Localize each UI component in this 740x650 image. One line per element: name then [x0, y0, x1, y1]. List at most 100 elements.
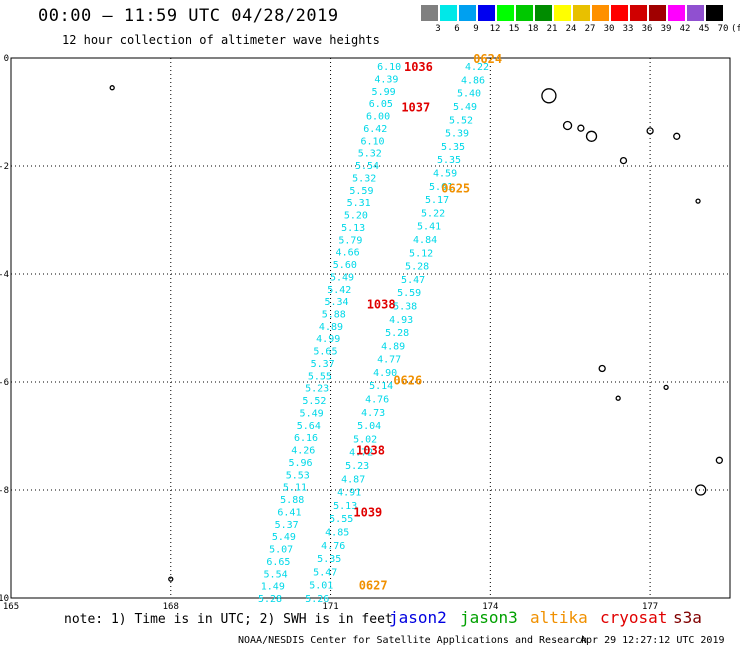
swh-value-track-b: 4.77 [377, 355, 401, 366]
lon-tick-label: 177 [642, 602, 658, 612]
swh-value-track-b: 4.89 [381, 341, 405, 352]
satellite-s3a-label: s3a [673, 608, 702, 627]
legend-swatch [687, 5, 704, 21]
swh-value-track-a: 5.59 [349, 186, 373, 197]
legend-swatch [668, 5, 685, 21]
swh-value-track-a: 6.41 [277, 507, 301, 518]
lon-tick-label: 171 [322, 602, 338, 612]
swh-value-track-b: 5.40 [457, 89, 481, 100]
swh-value-track-a: 4.66 [336, 248, 360, 259]
swh-value-track-a: 5.79 [338, 235, 362, 246]
chart-subtitle: 12 hour collection of altimeter wave hei… [62, 33, 380, 47]
swh-value-track-b: 5.35 [437, 155, 461, 166]
swh-value-track-a: 5.37 [311, 359, 335, 370]
island-outline [619, 156, 628, 165]
swh-value-track-a: 5.23 [305, 384, 329, 395]
swh-value-track-a: 5.88 [280, 495, 304, 506]
map-frame [10, 57, 731, 599]
swh-value-track-b: 4.93 [389, 315, 413, 326]
footer-note: note: 1) Time is in UTC; 2) SWH is in fe… [64, 612, 393, 627]
swh-value-track-a: 5.32 [358, 149, 382, 160]
legend-label: 45 [698, 24, 710, 34]
swh-value-track-a: 6.65 [266, 557, 290, 568]
legend-label: 9 [473, 24, 479, 34]
lon-tick-label: 174 [482, 602, 498, 612]
island-outline [715, 456, 723, 464]
legend-swatch [440, 5, 457, 21]
swh-value-track-a: 5.60 [333, 260, 357, 271]
island-outline [577, 124, 585, 132]
swh-value-track-a: 6.10 [377, 62, 401, 73]
legend-label: 27 [584, 24, 596, 34]
legend-label: 39 [660, 24, 672, 34]
swh-value-track-a: 5.32 [352, 173, 376, 184]
lat-tick-label: -4 [0, 270, 9, 280]
swh-value-track-a: 5.49 [272, 532, 296, 543]
island-outline [562, 120, 573, 131]
legend-label: 15 [508, 24, 520, 34]
swh-value-track-b: 4.22 [465, 62, 489, 73]
pass-time-label: 1038 [367, 298, 396, 312]
credit-line: NOAA/NESDIS Center for Satellite Applica… [238, 635, 588, 646]
island-outline [673, 132, 681, 140]
swh-value-track-b: 4.87 [341, 474, 365, 485]
island-outline [695, 484, 707, 496]
swh-value-track-b: 5.41 [417, 222, 441, 233]
island-outline [615, 395, 621, 401]
swh-value-track-b: 5.59 [397, 288, 421, 299]
generation-timestamp: Apr 29 12:27:12 UTC 2019 [580, 635, 725, 646]
swh-value-track-b: 5.47 [401, 275, 425, 286]
legend-label: 21 [546, 24, 558, 34]
swh-value-track-b: 5.61 [429, 182, 453, 193]
swh-value-track-b: 4.86 [461, 75, 485, 86]
swh-value-track-b: 5.23 [345, 461, 369, 472]
swh-value-track-a: 4.26 [291, 446, 315, 457]
lat-tick-label: -10 [0, 594, 9, 604]
swh-value-track-b: 5.13 [333, 501, 357, 512]
swh-value-track-a: 6.42 [363, 124, 387, 135]
lat-tick-label: 0 [4, 54, 9, 64]
legend-unit: (ft) [731, 24, 740, 34]
satellite-jason2-label: jason2 [389, 608, 447, 627]
swh-value-track-b: 5.28 [405, 262, 429, 273]
legend-swatch [649, 5, 666, 21]
swh-value-track-a: 6.00 [366, 112, 390, 123]
satellite-cryosat-label: cryosat [600, 608, 668, 627]
island-outline [541, 88, 557, 104]
island-outline [646, 127, 654, 135]
legend-label: 12 [489, 24, 501, 34]
swh-value-track-a: 5.49 [300, 408, 324, 419]
lat-tick-label: -2 [0, 162, 9, 172]
lat-tick-label: -6 [0, 378, 9, 388]
swh-value-track-a: 5.28 [258, 594, 282, 605]
swh-value-track-a: 5.11 [283, 483, 307, 494]
swh-value-track-b: 4.91 [337, 488, 361, 499]
swh-value-track-b: 5.22 [421, 208, 445, 219]
swh-value-track-a: 5.52 [302, 396, 326, 407]
swh-value-track-a: 5.53 [286, 470, 310, 481]
island-outline [663, 384, 669, 391]
swh-value-track-a: 5.42 [327, 285, 351, 296]
swh-value-track-a: 4.89 [319, 322, 343, 333]
lon-tick-label: 168 [163, 602, 179, 612]
swh-value-track-b: 5.39 [445, 129, 469, 140]
legend-label: 6 [454, 24, 460, 34]
swh-value-track-a: 5.64 [297, 421, 321, 432]
swh-value-track-b: 4.76 [321, 541, 345, 552]
legend-label: 42 [679, 24, 691, 34]
swh-value-track-a: 6.10 [360, 136, 384, 147]
swh-value-track-b: 5.02 [353, 434, 377, 445]
legend-swatch [497, 5, 514, 21]
swh-value-track-a: 5.65 [313, 347, 337, 358]
swh-value-track-a: 5.54 [355, 161, 379, 172]
pass-time-label: 0625 [441, 182, 470, 196]
legend-label: 3 [435, 24, 441, 34]
swh-value-track-b: 5.04 [357, 421, 381, 432]
legend-swatch [478, 5, 495, 21]
swh-value-track-b: 4.73 [361, 408, 385, 419]
swh-value-track-b: 4.72 [349, 448, 373, 459]
swh-value-track-b: 5.35 [317, 554, 341, 565]
lat-tick-label: -8 [0, 486, 9, 496]
legend-swatch [592, 5, 609, 21]
legend-label: 24 [565, 24, 577, 34]
